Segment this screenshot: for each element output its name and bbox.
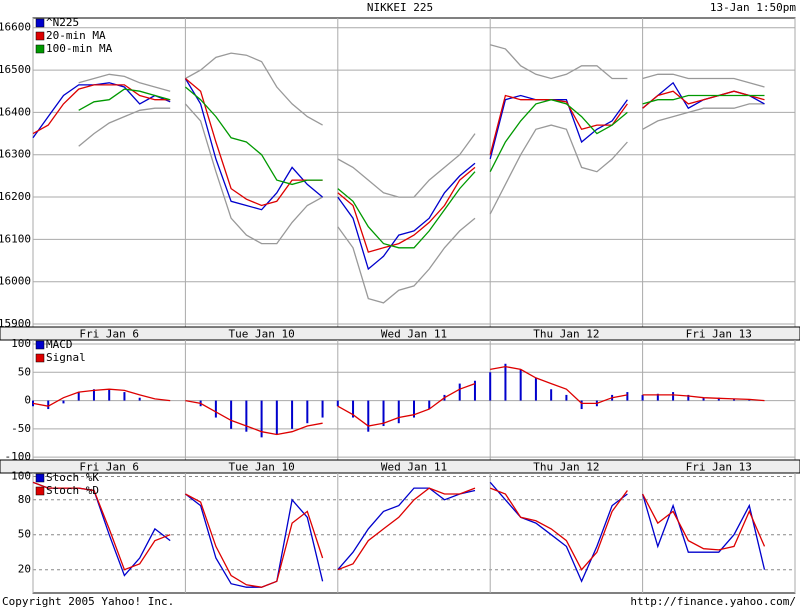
y-tick-label: 16500 bbox=[0, 63, 31, 76]
macd-bar bbox=[702, 397, 705, 401]
macd-bar bbox=[291, 400, 294, 429]
macd-bar bbox=[489, 372, 492, 401]
macd-bar bbox=[733, 398, 736, 401]
x-tick-label: Wed Jan 11 bbox=[381, 461, 447, 474]
macd-bar bbox=[565, 394, 568, 401]
macd-bar bbox=[672, 392, 675, 401]
plot-frame bbox=[32, 339, 796, 461]
y-tick-label: 16100 bbox=[0, 232, 31, 245]
x-tick-label: Thu Jan 12 bbox=[533, 328, 599, 341]
y-tick-label: 0 bbox=[24, 394, 31, 407]
legend-label: 100-min MA bbox=[46, 42, 113, 55]
macd-bar bbox=[382, 400, 385, 427]
macd-bar bbox=[641, 394, 644, 401]
legend-label: 20-min MA bbox=[46, 29, 106, 42]
macd-bar bbox=[580, 400, 583, 410]
macd-bar bbox=[245, 400, 248, 432]
legend-swatch bbox=[35, 486, 45, 496]
y-tick-label: 16600 bbox=[0, 21, 31, 34]
x-tick-label: Fri Jan 13 bbox=[686, 461, 752, 474]
y-tick-label: 80 bbox=[18, 493, 31, 506]
macd-bar bbox=[717, 397, 720, 401]
macd-bar bbox=[321, 400, 324, 418]
macd-bar bbox=[77, 392, 80, 401]
macd-bar bbox=[138, 397, 141, 401]
macd-bar bbox=[519, 369, 522, 401]
macd-bar bbox=[550, 389, 553, 401]
macd-bar bbox=[123, 392, 126, 401]
macd-bar bbox=[626, 392, 629, 401]
upper-band bbox=[78, 44, 765, 198]
macd-bar bbox=[62, 400, 65, 404]
macd-bar bbox=[47, 400, 50, 410]
macd-bar bbox=[260, 400, 263, 438]
legend-swatch bbox=[35, 31, 45, 41]
macd-bar bbox=[473, 380, 476, 401]
x-tick-label: Thu Jan 12 bbox=[533, 461, 599, 474]
plot-frame bbox=[32, 472, 796, 594]
macd-bar bbox=[687, 394, 690, 401]
macd-bar bbox=[108, 389, 111, 401]
legend-label: Signal bbox=[46, 351, 86, 364]
x-tick-label: Wed Jan 11 bbox=[381, 328, 447, 341]
legend-swatch bbox=[35, 18, 45, 28]
x-tick-label: Fri Jan 6 bbox=[79, 328, 139, 341]
macd-bar bbox=[230, 400, 233, 429]
y-tick-label: 16300 bbox=[0, 148, 31, 161]
y-tick-label: -50 bbox=[11, 422, 31, 435]
macd-bar bbox=[504, 363, 507, 401]
legend-label: Stoch %K bbox=[46, 471, 99, 484]
legend-swatch bbox=[35, 340, 45, 350]
series-line bbox=[32, 481, 766, 588]
timestamp: 13-Jan 1:50pm bbox=[710, 1, 796, 14]
series-line bbox=[32, 365, 765, 436]
source-url: http://finance.yahoo.com/ bbox=[630, 595, 796, 608]
y-tick-label: 50 bbox=[18, 365, 31, 378]
legend-swatch bbox=[35, 473, 45, 483]
y-tick-label: 16000 bbox=[0, 275, 31, 288]
macd-bar bbox=[458, 383, 461, 401]
series-line bbox=[32, 481, 766, 588]
legend-label: MACD bbox=[46, 338, 73, 351]
y-tick-label: 100 bbox=[11, 469, 31, 482]
x-tick-label: Fri Jan 13 bbox=[686, 328, 752, 341]
x-tick-label: Fri Jan 6 bbox=[79, 461, 139, 474]
legend-swatch bbox=[35, 44, 45, 54]
macd-bar bbox=[352, 400, 355, 418]
macd-bar bbox=[336, 400, 339, 407]
lower-band bbox=[78, 103, 765, 304]
series-line bbox=[78, 86, 765, 249]
y-tick-label: 50 bbox=[18, 528, 31, 541]
y-tick-label: 16200 bbox=[0, 190, 31, 203]
macd-bar bbox=[306, 400, 309, 424]
macd-bar bbox=[413, 400, 415, 418]
y-tick-label: 100 bbox=[11, 337, 31, 350]
legend-label: Stoch %D bbox=[46, 484, 99, 497]
x-tick-label: Tue Jan 10 bbox=[228, 328, 294, 341]
legend-label: ^N225 bbox=[46, 16, 79, 29]
legend-swatch bbox=[35, 353, 45, 363]
copyright: Copyright 2005 Yahoo! Inc. bbox=[2, 595, 174, 608]
macd-bar bbox=[534, 377, 537, 401]
macd-bar bbox=[428, 400, 431, 410]
x-tick-label: Tue Jan 10 bbox=[228, 461, 294, 474]
chart-title: NIKKEI 225 bbox=[367, 1, 433, 14]
macd-bar bbox=[275, 400, 278, 435]
series-line bbox=[32, 78, 765, 253]
plot-frame bbox=[32, 17, 796, 328]
y-tick-label: 16400 bbox=[0, 105, 31, 118]
y-tick-label: 20 bbox=[18, 563, 31, 576]
macd-bar bbox=[92, 389, 95, 401]
macd-bar bbox=[397, 400, 400, 424]
macd-bar bbox=[214, 400, 217, 418]
series-line bbox=[32, 78, 765, 271]
macd-bar bbox=[656, 393, 659, 401]
macd-bar bbox=[367, 400, 370, 432]
macd-bar bbox=[32, 400, 34, 407]
